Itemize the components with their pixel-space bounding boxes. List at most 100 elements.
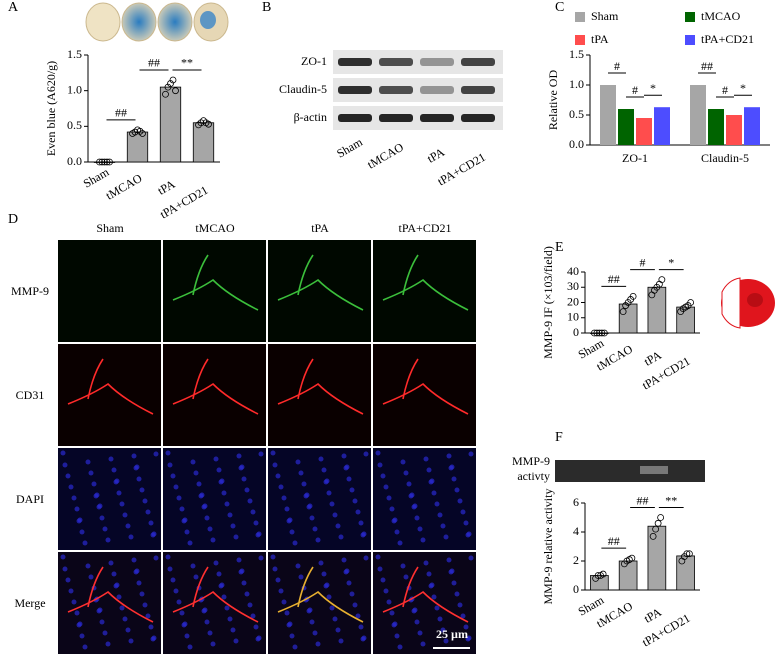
data-point	[197, 119, 205, 127]
nucleus	[270, 450, 276, 456]
column-label: tMCAO	[195, 221, 235, 235]
nucleus	[216, 467, 222, 473]
panel-label: B	[262, 0, 271, 15]
nucleus	[383, 484, 389, 490]
nucleus	[258, 451, 264, 457]
nucleus	[125, 627, 131, 633]
data-point	[106, 158, 113, 166]
y-tick-label: 1.0	[569, 77, 584, 91]
nucleus	[102, 526, 108, 532]
nucleus	[358, 624, 364, 630]
x-tick-label: Sham	[81, 165, 112, 191]
blot-band	[379, 58, 413, 66]
nucleus	[79, 633, 85, 639]
nucleus	[414, 619, 420, 625]
blot-band	[379, 86, 413, 94]
nucleus	[451, 476, 457, 482]
nucleus	[136, 476, 142, 482]
nucleus	[428, 479, 434, 485]
nucleus	[394, 633, 400, 639]
row-label: CD31	[16, 388, 45, 402]
nucleus	[443, 534, 449, 540]
data-point	[657, 514, 665, 521]
nucleus	[343, 569, 349, 575]
nucleus	[281, 495, 287, 501]
nucleus	[417, 630, 423, 636]
nucleus	[460, 509, 466, 515]
nucleus	[315, 537, 321, 543]
nucleus	[383, 588, 389, 594]
nucleus	[88, 574, 94, 580]
nucleus	[68, 588, 74, 594]
nucleus	[167, 462, 173, 468]
nucleus	[62, 566, 68, 572]
nucleus	[278, 588, 284, 594]
nucleus	[465, 636, 471, 642]
data-point	[649, 532, 657, 540]
blot-band	[338, 58, 372, 66]
nucleus	[408, 493, 414, 499]
nucleus	[306, 608, 312, 614]
nucleus	[281, 599, 287, 605]
nucleus	[352, 602, 358, 608]
zymography-band	[640, 466, 668, 474]
nucleus	[142, 602, 148, 608]
nucleus	[119, 501, 125, 507]
significance-label: #	[614, 59, 620, 73]
nucleus	[463, 520, 469, 526]
nucleus	[113, 583, 119, 589]
bar	[647, 525, 667, 591]
nucleus	[233, 638, 239, 644]
nucleus	[74, 610, 80, 616]
nucleus	[65, 577, 71, 583]
y-tick-label: 20	[567, 294, 579, 308]
blot-band	[461, 58, 495, 66]
nucleus	[139, 487, 145, 493]
nucleus	[360, 636, 366, 642]
nucleus	[434, 605, 440, 611]
nucleus	[213, 456, 219, 462]
nucleus	[218, 479, 224, 485]
nucleus	[312, 526, 318, 532]
nucleus	[71, 599, 77, 605]
y-tick-label: 6	[573, 495, 579, 509]
nucleus	[204, 515, 210, 521]
vessel	[277, 358, 364, 415]
bar	[690, 85, 706, 145]
blot-lane-label: Sham	[334, 135, 365, 161]
nucleus	[96, 608, 102, 614]
vessel	[172, 566, 259, 623]
nucleus	[440, 627, 446, 633]
nucleus	[221, 490, 227, 496]
nucleus	[394, 529, 400, 535]
data-point	[101, 158, 108, 166]
nucleus	[446, 557, 452, 563]
nucleus	[88, 470, 94, 476]
nucleus	[428, 583, 434, 589]
nucleus	[451, 580, 457, 586]
nucleus	[247, 498, 253, 504]
nucleus	[278, 484, 284, 490]
nucleus	[176, 495, 182, 501]
nucleus	[105, 641, 111, 647]
nucleus	[181, 622, 187, 628]
nucleus	[443, 638, 449, 644]
significance-label: *	[650, 81, 656, 95]
blot-lane-label: tPA	[425, 145, 448, 166]
nucleus	[386, 599, 392, 605]
nucleus	[201, 504, 207, 510]
significance-label: ##	[701, 59, 713, 73]
blot-band	[461, 86, 495, 94]
nucleus	[128, 638, 134, 644]
nucleus	[173, 484, 179, 490]
nucleus	[255, 636, 261, 642]
vessel	[382, 358, 469, 415]
nucleus	[181, 518, 187, 524]
nucleus	[358, 520, 364, 526]
nucleus	[210, 537, 216, 543]
nucleus	[82, 644, 88, 650]
nucleus	[179, 610, 185, 616]
nucleus	[187, 540, 193, 546]
nucleus	[150, 532, 156, 538]
nucleus	[60, 450, 66, 456]
